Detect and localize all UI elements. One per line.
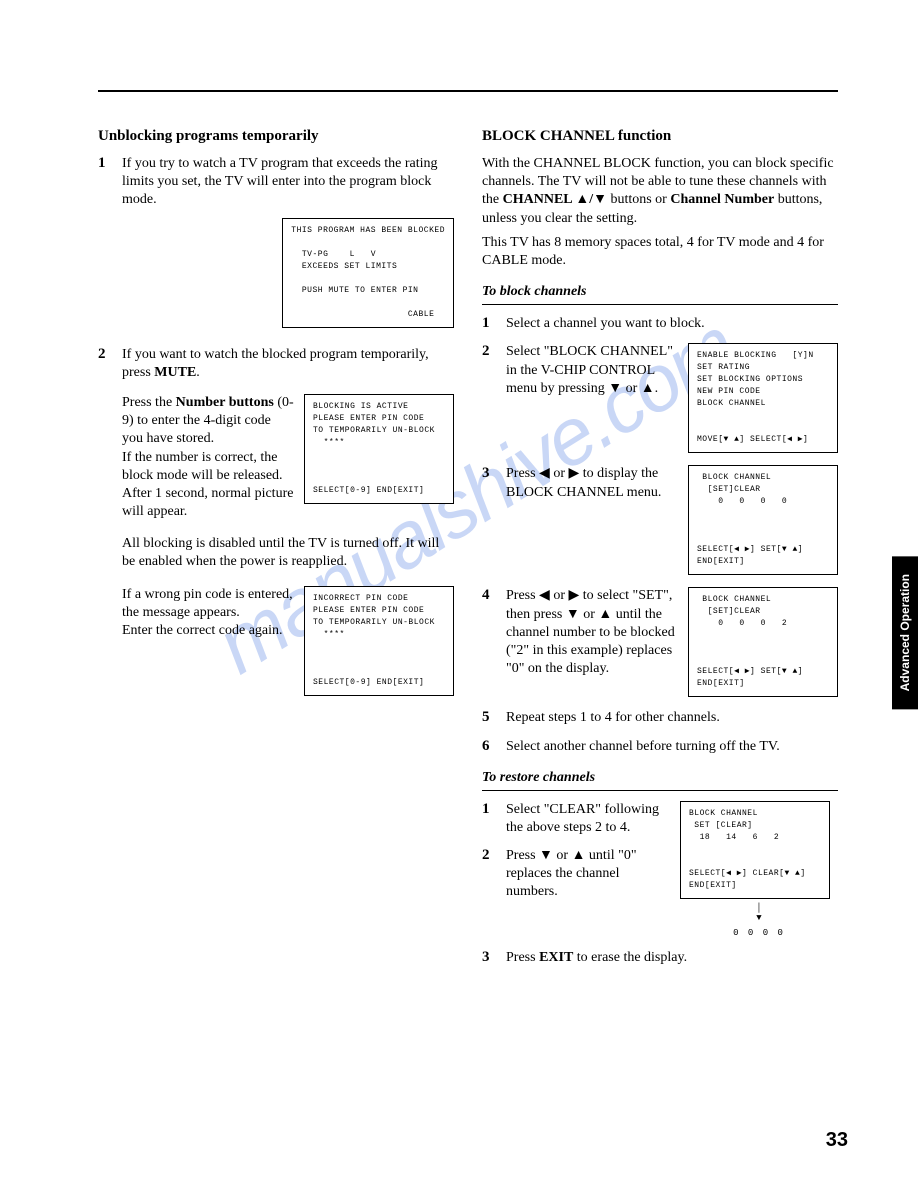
- number-buttons-label: Number buttons: [176, 395, 274, 410]
- tv-screen-box-b2: ENABLE BLOCKING [Y]N SET RATING SET BLOC…: [688, 343, 838, 453]
- channel-arrows-label: CHANNEL ▲/▼: [503, 192, 607, 207]
- step-text: All blocking is disabled until the TV is…: [122, 535, 454, 571]
- side-tab-advanced-operation: Advanced Operation: [892, 556, 918, 709]
- step-text: Select "BLOCK CHANNEL" in the V-CHIP CON…: [506, 343, 678, 398]
- step-body: If you want to watch the blocked program…: [122, 346, 454, 696]
- left-column: Unblocking programs temporarily 1 If you…: [98, 128, 454, 977]
- step-body: Select another channel before turning of…: [506, 738, 838, 756]
- step-number: 6: [482, 738, 496, 756]
- t: If the number is correct, the block mode…: [122, 450, 283, 483]
- step-body: If you try to watch a TV program that ex…: [122, 155, 454, 328]
- step-number: 2: [98, 346, 112, 696]
- tv-screen-box-b4: BLOCK CHANNEL [SET]CLEAR 0 0 0 2 SELECT[…: [688, 587, 838, 697]
- left-step-2: 2 If you want to watch the blocked progr…: [98, 346, 454, 696]
- restore-step-3: 3 Press EXIT to erase the display.: [482, 949, 838, 967]
- intro-paragraph-2: This TV has 8 memory spaces total, 4 for…: [482, 234, 838, 270]
- step-number: 1: [482, 801, 496, 837]
- section-rule: [482, 304, 838, 305]
- step-number: 1: [482, 315, 496, 333]
- restore-block: 1 Select "CLEAR" following the above ste…: [482, 801, 838, 939]
- block-step-1: 1 Select a channel you want to block.: [482, 315, 838, 333]
- block-step-4: 4 Press ◀ or ▶ to select "SET", then pre…: [482, 587, 838, 697]
- t: buttons or: [607, 192, 670, 207]
- restore-step-1: 1 Select "CLEAR" following the above ste…: [482, 801, 670, 837]
- step-text: If you try to watch a TV program that ex…: [122, 156, 438, 207]
- step-body: Press EXIT to erase the display.: [506, 949, 838, 967]
- block-step-6: 6 Select another channel before turning …: [482, 738, 838, 756]
- tv-screen-box-b3: BLOCK CHANNEL [SET]CLEAR 0 0 0 0 SELECT[…: [688, 465, 838, 575]
- section-to-restore: To restore channels: [482, 770, 838, 786]
- block-step-5: 5 Repeat steps 1 to 4 for other channels…: [482, 709, 838, 727]
- tv-screen-box-1: THIS PROGRAM HAS BEEN BLOCKED TV-PG L V …: [282, 218, 454, 328]
- mute-label: MUTE: [154, 365, 196, 380]
- t: Press the: [122, 395, 176, 410]
- step-text: Press ◀ or ▶ to select "SET", then press…: [506, 587, 678, 678]
- left-step-1: 1 If you try to watch a TV program that …: [98, 155, 454, 328]
- section-to-block: To block channels: [482, 284, 838, 300]
- left-heading: Unblocking programs temporarily: [98, 128, 454, 145]
- intro-paragraph: With the CHANNEL BLOCK function, you can…: [482, 155, 838, 228]
- exit-label: EXIT: [539, 950, 573, 965]
- step-body: Select "CLEAR" following the above steps…: [506, 801, 670, 837]
- page-content: Unblocking programs temporarily 1 If you…: [98, 90, 838, 977]
- tv-screen-box-2: BLOCKING IS ACTIVE PLEASE ENTER PIN CODE…: [304, 394, 454, 504]
- block-step-3: 3 Press ◀ or ▶ to display the BLOCK CHAN…: [482, 465, 838, 575]
- step-number: 5: [482, 709, 496, 727]
- step-body: Select a channel you want to block.: [506, 315, 838, 333]
- arrow-result-row: 0 0 0 0: [680, 928, 838, 939]
- top-rule: [98, 90, 838, 92]
- t: Press: [506, 950, 539, 965]
- tv-screen-box-restore: BLOCK CHANNEL SET [CLEAR] 18 14 6 2 SELE…: [680, 801, 830, 899]
- step-number: 1: [98, 155, 112, 328]
- t: After 1 second, normal picture will appe…: [122, 486, 293, 519]
- block-step-2: 2 Select "BLOCK CHANNEL" in the V-CHIP C…: [482, 343, 838, 453]
- t: to erase the display.: [573, 950, 687, 965]
- step-number: 2: [482, 847, 496, 902]
- step-text: Press the Number buttons (0-9) to enter …: [122, 394, 294, 521]
- restore-step-2: 2 Press ▼ or ▲ until "0" replaces the ch…: [482, 847, 670, 902]
- step-number: 4: [482, 587, 496, 697]
- step-body: Repeat steps 1 to 4 for other channels.: [506, 709, 838, 727]
- right-heading: BLOCK CHANNEL function: [482, 128, 838, 145]
- right-column: BLOCK CHANNEL function With the CHANNEL …: [482, 128, 838, 977]
- channel-number-label: Channel Number: [670, 192, 774, 207]
- step-number: 3: [482, 949, 496, 967]
- step-text: If a wrong pin code is entered, the mess…: [122, 586, 294, 641]
- step-number: 2: [482, 343, 496, 453]
- page-number: 33: [826, 1129, 848, 1152]
- step-number: 3: [482, 465, 496, 575]
- section-rule: [482, 790, 838, 791]
- step-text: Press ◀ or ▶ to display the BLOCK CHANNE…: [506, 465, 678, 501]
- step-body: Press ▼ or ▲ until "0" replaces the chan…: [506, 847, 670, 902]
- down-arrow-icon: │▼: [680, 903, 838, 925]
- step-text: .: [196, 365, 200, 380]
- tv-screen-box-3: INCORRECT PIN CODE PLEASE ENTER PIN CODE…: [304, 586, 454, 696]
